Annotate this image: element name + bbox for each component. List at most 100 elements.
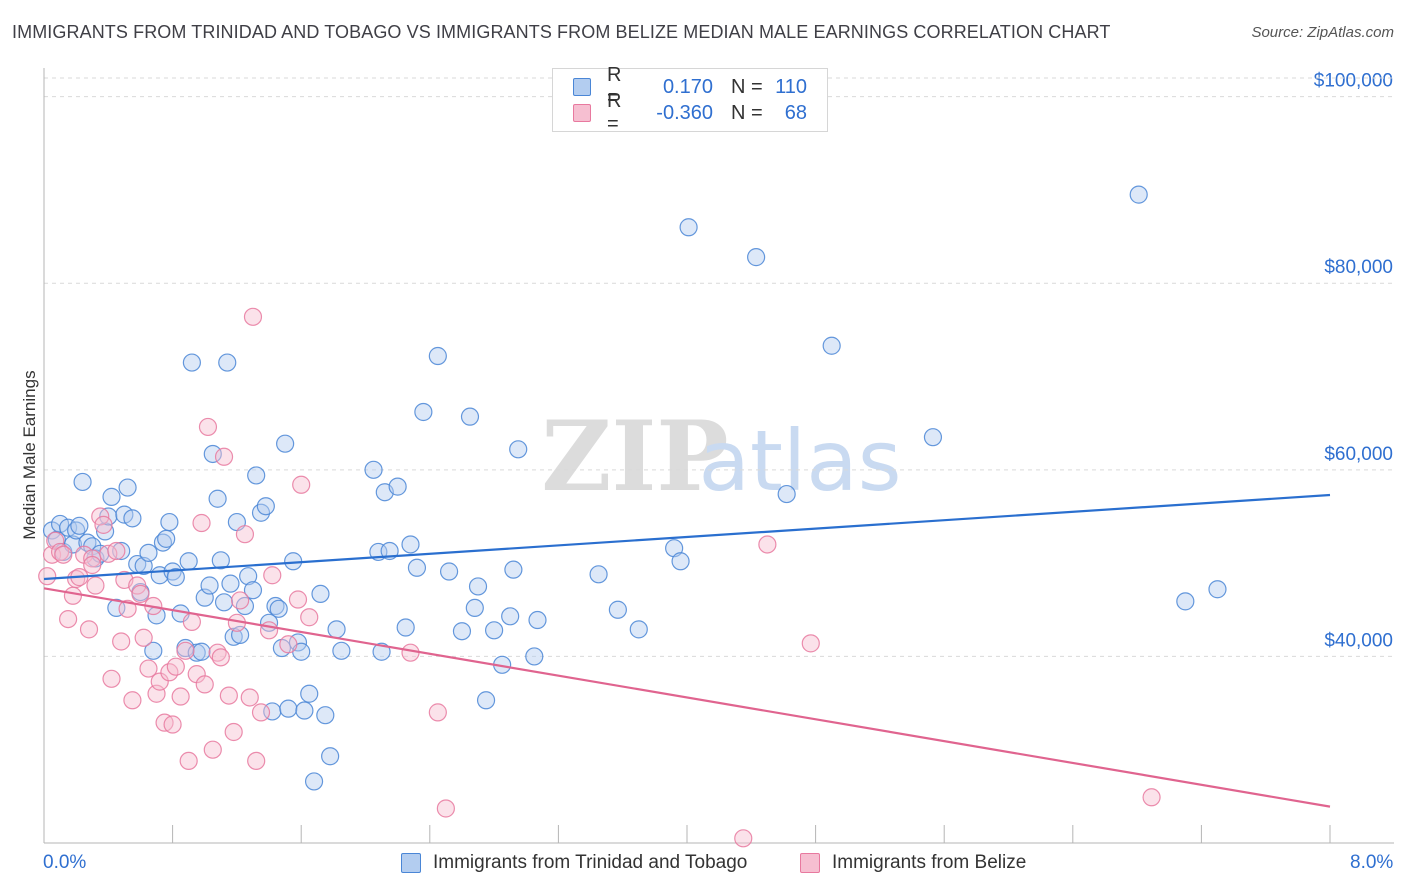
data-point-belize xyxy=(171,687,190,706)
data-point-belize xyxy=(123,691,142,710)
data-point-trinidad xyxy=(528,610,547,630)
data-point-trinidad xyxy=(923,428,943,447)
y-tick-label: $80,000 xyxy=(1324,257,1393,278)
trend-line-trinidad xyxy=(43,493,1331,581)
legend-r-value: 0.170 xyxy=(662,75,713,98)
data-point-trinidad xyxy=(276,434,295,453)
data-point-trinidad xyxy=(525,647,544,666)
data-point-belize xyxy=(243,307,263,326)
data-point-trinidad xyxy=(327,620,346,639)
data-point-belize xyxy=(1142,788,1161,807)
data-point-belize xyxy=(107,541,126,561)
data-point-belize xyxy=(231,591,250,610)
legend-n-value: 110 xyxy=(775,75,807,98)
data-point-belize xyxy=(112,632,131,651)
data-point-trinidad xyxy=(372,642,391,661)
data-point-trinidad xyxy=(221,574,240,593)
data-point-belize xyxy=(38,567,57,586)
data-point-belize xyxy=(176,641,195,660)
data-point-belize xyxy=(59,609,78,629)
data-point-belize xyxy=(166,657,185,676)
data-point-belize xyxy=(279,635,298,654)
data-point-belize xyxy=(102,669,121,688)
data-point-trinidad xyxy=(407,558,427,577)
data-point-belize xyxy=(300,608,319,627)
legend-swatch-belize xyxy=(573,104,591,122)
series-legend-belize: Immigrants from Belize xyxy=(800,852,1026,874)
legend-n-label: N = xyxy=(731,75,763,98)
data-point-trinidad xyxy=(224,627,243,646)
data-point-belize xyxy=(288,590,308,609)
data-point-trinidad xyxy=(239,567,258,586)
data-point-belize xyxy=(758,535,777,554)
data-point-trinidad xyxy=(118,478,137,497)
watermark-zip: ZIP xyxy=(541,400,728,513)
data-point-trinidad xyxy=(452,622,472,641)
data-point-trinidad xyxy=(235,596,255,616)
watermark-atlas: atlas xyxy=(699,412,902,510)
data-point-trinidad xyxy=(428,346,447,366)
data-point-belize xyxy=(251,703,271,722)
data-point-trinidad xyxy=(509,440,528,459)
data-point-trinidad xyxy=(501,607,520,626)
y-tick-label: $40,000 xyxy=(1324,630,1393,651)
data-point-belize xyxy=(86,576,105,595)
legend-row-trinidad: R = 0.170 N = 110 xyxy=(573,64,807,109)
data-point-belize xyxy=(179,751,198,771)
data-point-trinidad xyxy=(300,684,319,703)
data-point-trinidad xyxy=(179,552,198,571)
data-point-trinidad xyxy=(247,466,266,485)
data-point-belize xyxy=(195,675,214,694)
data-point-belize xyxy=(235,525,255,544)
data-point-trinidad xyxy=(73,472,92,492)
data-point-belize xyxy=(94,515,113,534)
data-point-trinidad xyxy=(465,598,484,618)
data-point-belize xyxy=(131,584,150,604)
data-point-trinidad xyxy=(1129,185,1148,204)
data-point-trinidad xyxy=(1208,580,1227,599)
data-point-trinidad xyxy=(192,642,211,661)
data-point-trinidad xyxy=(160,512,179,532)
chart-title: IMMIGRANTS FROM TRINIDAD AND TOBAGO VS I… xyxy=(12,22,1111,42)
data-point-trinidad xyxy=(269,599,288,618)
data-point-trinidad xyxy=(671,552,690,571)
series-name-trinidad: Immigrants from Trinidad and Tobago xyxy=(433,852,748,873)
data-point-trinidad xyxy=(608,600,627,619)
legend-r-value: -0.360 xyxy=(656,101,713,124)
data-point-belize xyxy=(192,513,211,533)
data-point-trinidad xyxy=(414,402,433,422)
data-point-trinidad xyxy=(157,529,176,548)
data-point-trinidad xyxy=(468,577,488,596)
data-point-trinidad xyxy=(388,477,407,496)
data-point-trinidad xyxy=(123,509,142,528)
x-tick-label-min: 0.0% xyxy=(43,852,87,873)
data-point-trinidad xyxy=(485,621,504,640)
data-point-trinidad xyxy=(504,560,523,579)
data-point-belize xyxy=(150,672,169,691)
series-swatch-trinidad xyxy=(401,853,421,873)
legend-n-value: 68 xyxy=(784,101,807,124)
data-point-belize xyxy=(46,531,65,550)
data-point-trinidad xyxy=(203,444,222,464)
series-legend: Immigrants from Trinidad and Tobago Immi… xyxy=(0,852,1406,878)
data-point-belize xyxy=(134,628,153,647)
data-point-trinidad xyxy=(195,588,214,607)
data-point-belize xyxy=(63,586,83,605)
data-point-belize xyxy=(203,740,222,759)
data-point-trinidad xyxy=(321,747,340,766)
legend-r-label: R = xyxy=(607,90,622,135)
data-point-trinidad xyxy=(144,641,163,660)
data-point-belize xyxy=(801,634,820,653)
data-point-belize xyxy=(79,620,99,639)
data-point-belize xyxy=(224,722,243,742)
data-point-belize xyxy=(163,715,182,734)
data-point-trinidad xyxy=(102,487,121,506)
x-tick-label-max: 8.0% xyxy=(1350,852,1394,873)
legend-r-label: R = xyxy=(607,64,622,109)
data-point-trinidad xyxy=(266,596,285,616)
data-point-trinidad xyxy=(208,489,227,508)
data-point-trinidad xyxy=(460,407,480,426)
data-point-belize xyxy=(436,799,455,818)
data-point-trinidad xyxy=(316,706,335,725)
data-point-trinidad xyxy=(332,641,351,660)
